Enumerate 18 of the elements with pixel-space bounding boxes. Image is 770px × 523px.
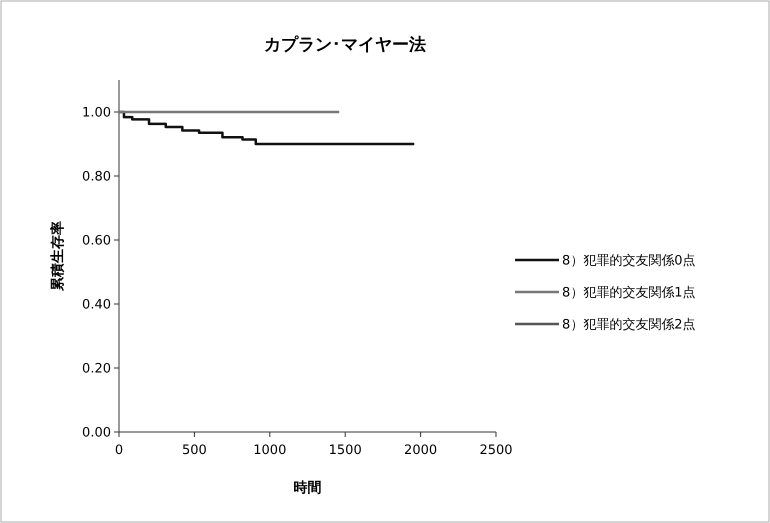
x-axis-title: 時間: [294, 480, 322, 496]
y-tick-label: 0.60: [82, 234, 111, 249]
y-tick-label: 0.20: [82, 362, 111, 377]
y-tick-label: 0.00: [82, 426, 111, 441]
legend-label: 8）犯罪的交友関係0点: [562, 252, 696, 269]
x-tick-label: 2500: [479, 443, 513, 458]
y-tick-label: 0.80: [82, 170, 111, 185]
y-tick-label: 1.00: [82, 106, 111, 121]
y-axis-title: 累積生存率: [49, 221, 66, 292]
x-tick-label: 2000: [404, 443, 438, 458]
x-tick-label: 500: [182, 443, 207, 458]
x-tick-label: 1500: [328, 443, 362, 458]
x-tick-label: 0: [114, 443, 124, 458]
x-tick-label: 1000: [253, 443, 286, 458]
legend-label: 8）犯罪的交友関係2点: [562, 316, 696, 333]
legend-label: 8）犯罪的交友関係1点: [562, 284, 696, 301]
chart-title: カプラン･マイヤー法: [264, 35, 426, 55]
y-tick-label: 0.40: [82, 298, 111, 313]
